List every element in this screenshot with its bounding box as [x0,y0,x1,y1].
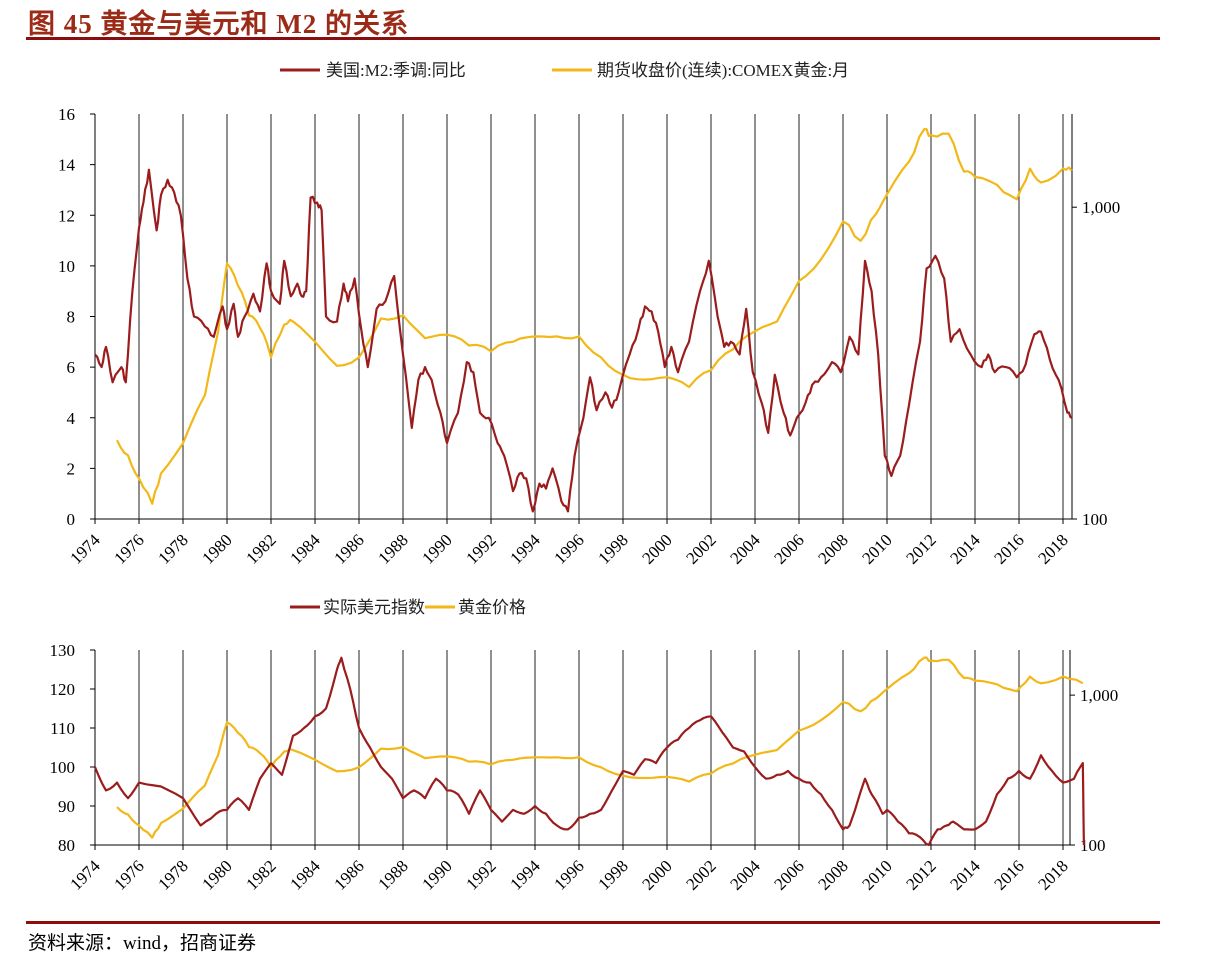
y-right-tick-label: 100 [1080,836,1106,855]
x-tick-label: 1984 [286,856,324,894]
title-divider [26,37,1160,40]
x-tick-label: 1992 [462,530,499,567]
x-tick-label: 2008 [814,530,851,567]
legend-top: 美国:M2:季调:同比 期货收盘价(连续):COMEX黄金:月 [280,61,849,80]
x-tick-label: 2016 [990,530,1027,567]
series-line-gold [116,128,1073,505]
figure-title: 图 45 黄金与美元和 M2 的关系 [28,9,409,39]
series-line-gold [116,656,1084,839]
x-tick-label: 1986 [330,530,367,567]
legend-label-gold-price: 黄金价格 [458,598,526,617]
x-tick-label: 1986 [330,856,367,893]
x-tick-label: 2006 [770,856,807,893]
x-tick-label: 2018 [1034,530,1071,567]
y-left-tick-label: 12 [58,206,75,225]
x-tick-label: 2010 [858,856,895,893]
legend-label-dollar: 实际美元指数 [323,598,425,617]
x-tick-label: 1982 [242,530,279,567]
y-right-tick-label: 100 [1082,510,1108,529]
x-tick-label: 2004 [726,530,764,568]
y-left-tick-label: 0 [67,510,76,529]
x-tick-label: 1982 [242,856,279,893]
x-tick-label: 2004 [726,856,764,894]
x-tick-label: 1980 [198,856,235,893]
legend-bottom: 实际美元指数 黄金价格 [290,598,526,617]
footer-divider [26,921,1160,924]
x-tick-label: 1990 [418,856,455,893]
x-tick-label: 1976 [110,856,147,893]
x-tick-label: 1998 [594,530,631,567]
x-tick-label: 2000 [638,856,675,893]
x-tick-label: 2012 [902,530,939,567]
y-left-tick-label: 4 [67,409,76,428]
y-left-tick-label: 90 [58,797,75,816]
x-tick-label: 2006 [770,530,807,567]
x-tick-label: 1996 [550,856,587,893]
x-tick-label: 1994 [506,530,544,568]
x-tick-label: 1974 [66,856,104,894]
source-note: 资料来源：wind，招商证券 [28,933,257,954]
x-tick-label: 2014 [946,530,984,568]
x-tick-label: 1974 [66,530,104,568]
x-tick-label: 1988 [374,530,411,567]
y-left-tick-label: 2 [67,459,76,478]
x-tick-label: 1988 [374,856,411,893]
x-tick-label: 1984 [286,530,324,568]
series-line-red [94,168,1073,513]
y-left-tick-label: 10 [58,257,75,276]
x-tick-label: 1978 [154,530,191,567]
x-tick-label: 2018 [1034,856,1071,893]
legend-label-gold: 期货收盘价(连续):COMEX黄金:月 [597,61,849,80]
y-left-tick-label: 100 [50,758,76,777]
chart-dollar: 1974 1976 1978 1980 1982 1984 1986 1988 1990 1992… [50,641,1119,894]
y-left-tick-label: 110 [50,719,75,738]
x-tick-label: 1998 [594,856,631,893]
x-tick-label: 1996 [550,530,587,567]
x-tick-label: 2002 [682,856,719,893]
x-tick-label: 2012 [902,856,939,893]
x-tick-label: 1980 [198,530,235,567]
x-tick-label: 2014 [946,856,984,894]
y-right-tick-label: 1,000 [1082,198,1120,217]
y-left-tick-label: 130 [50,641,76,660]
x-tick-label: 2016 [990,856,1027,893]
x-tick-label: 1990 [418,530,455,567]
y-right-tick-label: 1,000 [1080,686,1118,705]
y-left-tick-label: 14 [58,156,76,175]
series-line-red [93,656,1085,847]
x-tick-label: 2002 [682,530,719,567]
legend-label-m2: 美国:M2:季调:同比 [326,61,466,80]
y-left-tick-label: 8 [67,308,76,327]
chart-m2: 1974 1976 1978 1980 1982 1984 1986 1988 1990 1992… [58,105,1120,568]
x-tick-label: 2008 [814,856,851,893]
x-tick-label: 1976 [110,530,147,567]
x-tick-label: 1978 [154,856,191,893]
y-left-tick-label: 80 [58,836,75,855]
y-left-tick-label: 6 [67,358,76,377]
x-tick-label: 1994 [506,856,544,894]
y-left-tick-label: 16 [58,105,75,124]
x-tick-label: 2000 [638,530,675,567]
y-left-tick-label: 120 [50,680,76,699]
x-tick-label: 2010 [858,530,895,567]
x-tick-label: 1992 [462,856,499,893]
